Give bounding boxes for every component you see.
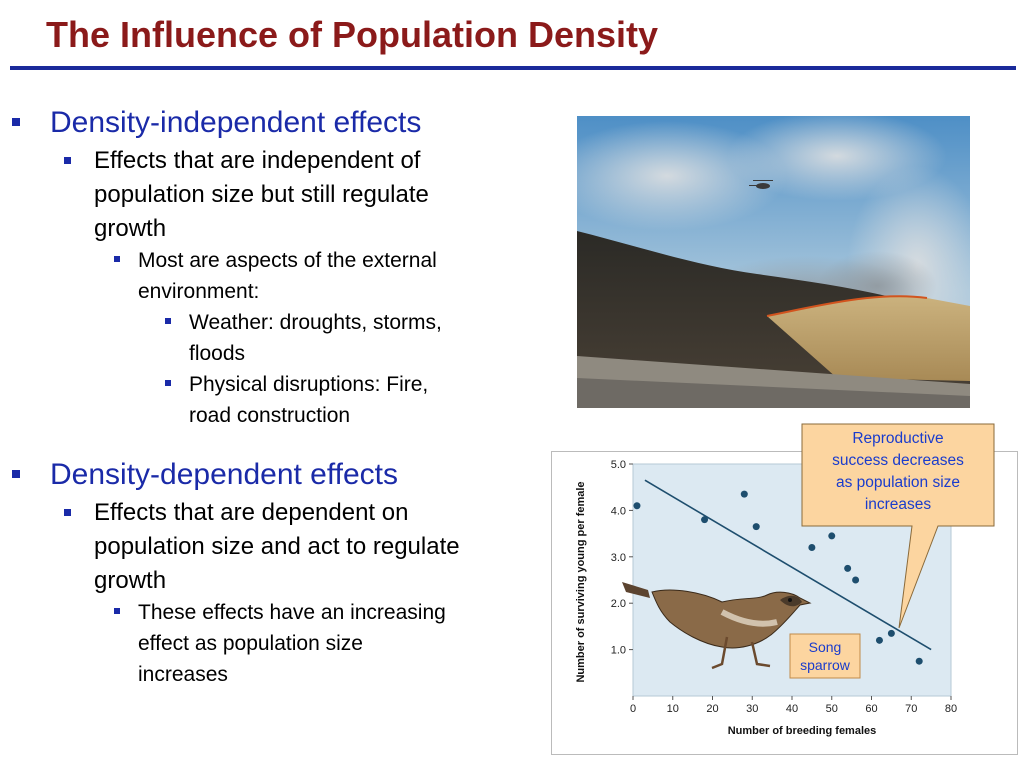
increasing-line2: effect as population size bbox=[138, 632, 363, 655]
x-tick-label: 80 bbox=[945, 703, 957, 715]
slide-title: The Influence of Population Density bbox=[46, 14, 659, 55]
data-point bbox=[852, 576, 860, 584]
env-line1: Most are aspects of the external bbox=[138, 249, 437, 272]
data-point bbox=[701, 516, 709, 524]
x-tick-label: 70 bbox=[905, 703, 917, 715]
song-sparrow-label-line1: Song bbox=[809, 639, 842, 655]
wildfire-illustration bbox=[577, 116, 970, 408]
callout-line3: as population size bbox=[835, 474, 961, 491]
data-point bbox=[887, 629, 895, 637]
y-tick-label: 1.0 bbox=[611, 645, 626, 657]
data-point bbox=[915, 657, 923, 665]
song-sparrow-label-box bbox=[789, 633, 861, 679]
helicopter-icon bbox=[749, 180, 773, 189]
weather-line2: floods bbox=[189, 342, 246, 365]
y-tick-label: 5.0 bbox=[611, 459, 626, 471]
callout-line2: success decreases bbox=[832, 452, 964, 469]
independent-sub-line3: growth bbox=[94, 215, 167, 242]
data-point bbox=[633, 502, 641, 510]
data-point bbox=[844, 564, 852, 572]
x-tick-label: 10 bbox=[667, 703, 679, 715]
bullet-square-icon bbox=[12, 118, 20, 126]
bullet-square-icon bbox=[64, 509, 71, 516]
x-tick-label: 40 bbox=[786, 703, 798, 715]
y-tick-label: 4.0 bbox=[611, 505, 626, 517]
song-sparrow-label-line2: sparrow bbox=[800, 657, 851, 673]
dependent-heading: Density-dependent effects bbox=[50, 458, 399, 491]
x-tick-label: 50 bbox=[826, 703, 838, 715]
y-tick-label: 2.0 bbox=[611, 598, 626, 610]
independent-heading: Density-independent effects bbox=[50, 106, 422, 139]
bullet-square-icon bbox=[114, 256, 120, 262]
data-point bbox=[808, 544, 816, 552]
song-sparrow-illustration bbox=[622, 582, 812, 670]
dependent-sub-line1: Effects that are dependent on bbox=[94, 499, 409, 526]
callout-line1: Reproductive bbox=[852, 430, 944, 447]
data-point bbox=[752, 523, 760, 531]
x-tick-label: 30 bbox=[746, 703, 758, 715]
y-tick-label: 3.0 bbox=[611, 552, 626, 564]
increasing-line1: These effects have an increasing bbox=[138, 601, 446, 624]
data-point bbox=[828, 532, 836, 540]
weather-line1: Weather: droughts, storms, bbox=[189, 311, 442, 334]
x-tick-labels: 0 10 20 30 40 50 60 70 80 bbox=[630, 703, 957, 715]
dependent-sub-line2: population size and act to regulate bbox=[94, 533, 460, 560]
callout-line4: increases bbox=[864, 496, 932, 513]
physical-line2: road construction bbox=[189, 404, 351, 427]
data-point bbox=[740, 490, 748, 498]
wildfire-photo bbox=[577, 116, 970, 408]
x-axis-label: Number of breeding females bbox=[728, 725, 877, 737]
x-tick-label: 0 bbox=[630, 703, 636, 715]
data-point bbox=[875, 636, 883, 644]
reproductive-callout: Reproductive success decreases as popula… bbox=[806, 428, 990, 516]
dependent-sub-line3: growth bbox=[94, 567, 167, 594]
independent-sub-line1: Effects that are independent of bbox=[94, 147, 421, 174]
physical-line1: Physical disruptions: Fire, bbox=[189, 373, 429, 396]
title-underline bbox=[10, 66, 1016, 70]
axis-ticks bbox=[629, 463, 952, 700]
bullet-square-icon bbox=[165, 380, 171, 386]
y-tick-labels: 1.0 2.0 3.0 4.0 5.0 bbox=[611, 459, 626, 657]
x-tick-label: 60 bbox=[865, 703, 877, 715]
bullet-square-icon bbox=[165, 318, 171, 324]
bullet-square-icon bbox=[12, 470, 20, 478]
increasing-line3: increases bbox=[138, 663, 228, 686]
independent-sub-line2: population size but still regulate bbox=[94, 181, 429, 208]
x-tick-label: 20 bbox=[706, 703, 718, 715]
env-line2: environment: bbox=[138, 280, 260, 303]
y-axis-label: Number of surviving young per female bbox=[575, 481, 587, 682]
bullet-square-icon bbox=[64, 157, 71, 164]
bullet-square-icon bbox=[114, 608, 120, 614]
